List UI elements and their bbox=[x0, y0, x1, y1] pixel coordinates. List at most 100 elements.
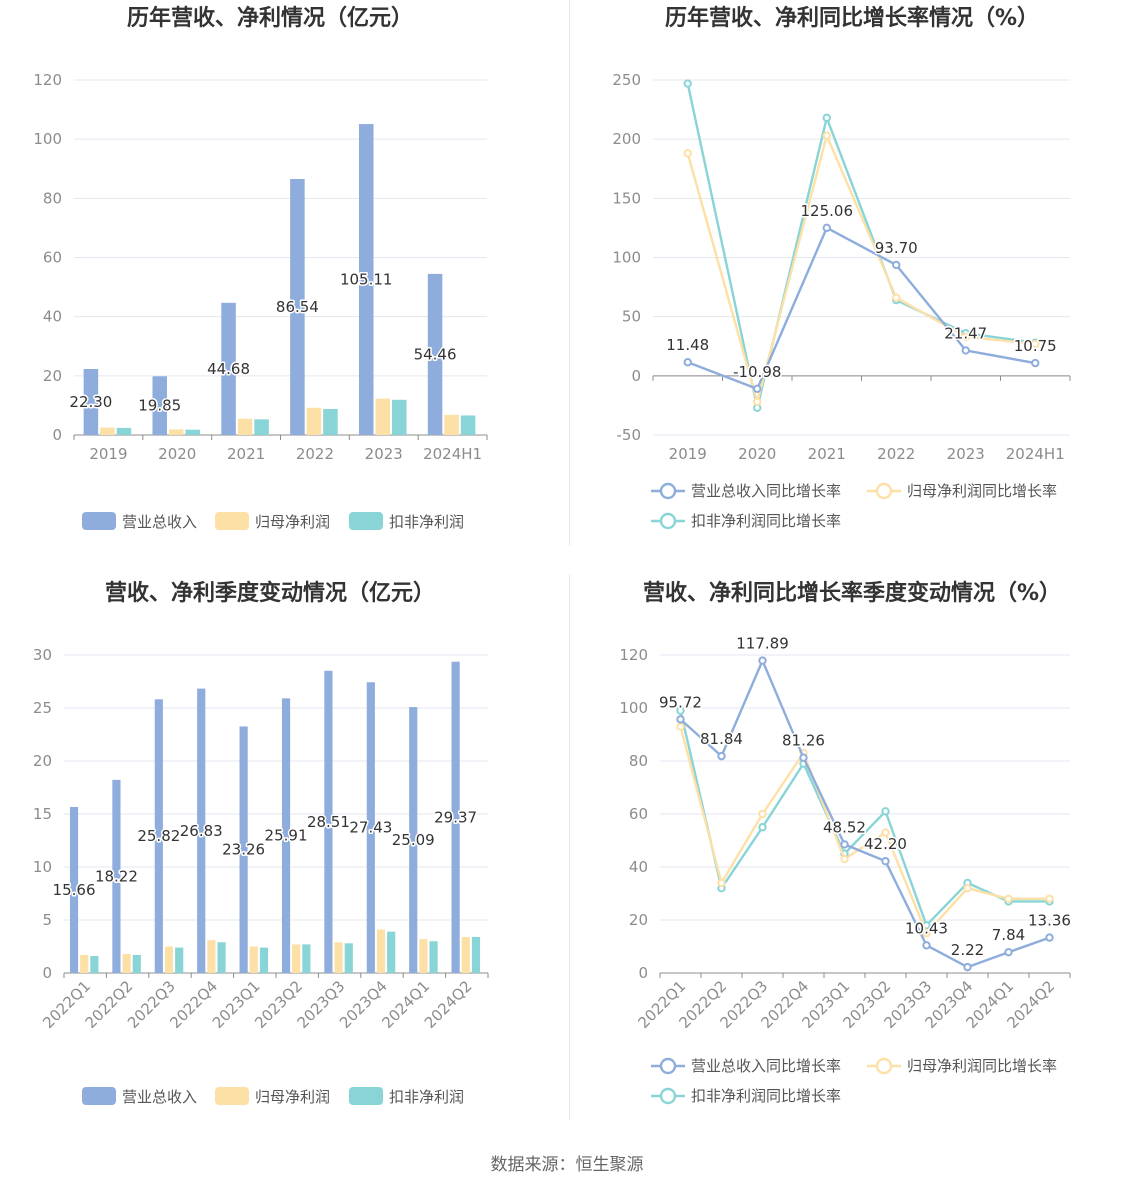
data-label: 2.22 bbox=[951, 941, 984, 959]
legend-swatch bbox=[215, 1087, 249, 1105]
chart-quarterly-revenue-profit: 营收、净利季度变动情况（亿元）0510152025302022Q12022Q22… bbox=[33, 580, 489, 1106]
x-tick-label: 2019 bbox=[669, 445, 707, 463]
x-tick-label: 2022 bbox=[877, 445, 915, 463]
legend-marker-circle bbox=[659, 1057, 677, 1075]
bar-net-profit bbox=[100, 427, 115, 435]
bar-net-profit-ex bbox=[254, 419, 269, 435]
legend-label: 扣非净利润同比增长率 bbox=[691, 1087, 841, 1105]
line-point bbox=[799, 753, 808, 762]
line-point bbox=[1004, 948, 1013, 957]
line-point bbox=[961, 346, 970, 355]
line-point bbox=[676, 706, 685, 715]
line-point bbox=[758, 809, 767, 819]
bar-revenue bbox=[239, 726, 248, 973]
line-point bbox=[822, 131, 831, 140]
bar-net-profit bbox=[80, 954, 89, 973]
data-label: 81.84 bbox=[700, 730, 743, 748]
y-tick-label: 40 bbox=[629, 858, 648, 876]
line-point bbox=[683, 149, 692, 158]
bar-net-profit-ex bbox=[175, 947, 184, 973]
line-point bbox=[717, 878, 726, 888]
line-point bbox=[961, 332, 970, 341]
y-tick-label: 100 bbox=[33, 130, 62, 148]
line-point bbox=[881, 856, 890, 866]
bar-revenue bbox=[290, 178, 305, 435]
y-tick-label: 50 bbox=[622, 308, 641, 326]
chart-quarterly-growth-rate: 营收、净利同比增长率季度变动情况（%）0204060801001202022Q1… bbox=[619, 580, 1072, 1105]
data-label: 93.70 bbox=[875, 239, 918, 257]
data-label: 21.47 bbox=[944, 324, 987, 342]
data-label: 25.82 bbox=[137, 827, 180, 845]
legend-swatch bbox=[349, 512, 383, 530]
bar-net-profit-ex bbox=[392, 399, 407, 435]
legend-marker-circle bbox=[659, 1087, 677, 1105]
y-tick-label: 20 bbox=[33, 752, 52, 770]
legend-label: 营业总收入 bbox=[122, 1088, 197, 1106]
bar-net-profit-ex bbox=[471, 936, 481, 973]
line-point bbox=[1004, 894, 1013, 903]
legend-label: 营业总收入 bbox=[122, 513, 197, 531]
data-label: 81.26 bbox=[782, 732, 825, 750]
bar-revenue bbox=[69, 807, 79, 973]
data-label: -10.98 bbox=[733, 363, 781, 381]
bar-net-profit bbox=[249, 946, 258, 973]
bar-revenue bbox=[366, 682, 375, 973]
y-tick-label: 25 bbox=[33, 699, 52, 717]
y-tick-label: 120 bbox=[33, 71, 62, 89]
x-tick-label: 2023 bbox=[947, 445, 985, 463]
legend-label: 归母净利润同比增长率 bbox=[907, 482, 1057, 500]
line-point bbox=[963, 884, 972, 893]
y-tick-label: 60 bbox=[629, 805, 648, 823]
line-point bbox=[683, 79, 692, 88]
y-tick-label: 20 bbox=[629, 911, 648, 929]
x-tick-label: 2021 bbox=[227, 445, 265, 463]
line-point bbox=[881, 807, 890, 816]
line-revenue-growth bbox=[679, 659, 1050, 969]
bar-net-profit bbox=[306, 407, 322, 435]
legend-swatch bbox=[82, 1087, 116, 1105]
bar-revenue bbox=[221, 302, 236, 435]
line-point bbox=[758, 823, 767, 832]
bar-net-profit-ex bbox=[429, 941, 438, 973]
data-label: 22.30 bbox=[69, 393, 112, 411]
bar-net-profit bbox=[461, 936, 470, 973]
bar-net-profit bbox=[292, 944, 301, 973]
line-point bbox=[881, 828, 890, 837]
line-point bbox=[922, 941, 931, 950]
line-revenue-growth bbox=[687, 226, 1036, 391]
vertical-divider-top bbox=[569, 0, 570, 545]
legend-marker-circle bbox=[875, 482, 893, 500]
data-label: 42.20 bbox=[864, 835, 907, 853]
y-tick-label: 10 bbox=[33, 858, 52, 876]
bar-net-profit-ex bbox=[259, 947, 269, 973]
data-label: 26.83 bbox=[180, 822, 223, 840]
bar-revenue bbox=[281, 698, 291, 973]
bar-revenue bbox=[154, 699, 163, 973]
line-net-profit-ex-growth bbox=[679, 710, 1050, 927]
y-tick-label: 200 bbox=[612, 130, 641, 148]
x-tick-label: 2021 bbox=[808, 445, 846, 463]
bar-net-profit-ex bbox=[323, 408, 338, 435]
legend-swatch bbox=[349, 1087, 383, 1105]
bar-net-profit-ex bbox=[387, 931, 396, 973]
chart-title: 历年营收、净利情况（亿元） bbox=[127, 5, 413, 31]
y-tick-label: 20 bbox=[43, 367, 62, 385]
legend-label: 扣非净利润同比增长率 bbox=[691, 512, 841, 530]
y-tick-label: 30 bbox=[33, 646, 52, 664]
y-tick-label: 0 bbox=[42, 964, 52, 982]
bar-net-profit-ex bbox=[460, 415, 476, 435]
y-tick-label: 40 bbox=[43, 308, 62, 326]
bar-revenue bbox=[451, 661, 460, 973]
legend-marker-circle bbox=[659, 512, 677, 530]
bar-net-profit bbox=[444, 414, 459, 435]
x-tick-label: 2023 bbox=[365, 445, 403, 463]
legend-label: 营业总收入同比增长率 bbox=[691, 1057, 841, 1075]
line-point bbox=[1045, 894, 1054, 903]
bar-net-profit bbox=[376, 929, 386, 973]
data-label: 10.75 bbox=[1014, 337, 1057, 355]
line-point bbox=[822, 113, 831, 123]
line-point bbox=[1031, 339, 1040, 349]
line-point bbox=[717, 751, 726, 761]
data-label: 25.09 bbox=[392, 831, 435, 849]
